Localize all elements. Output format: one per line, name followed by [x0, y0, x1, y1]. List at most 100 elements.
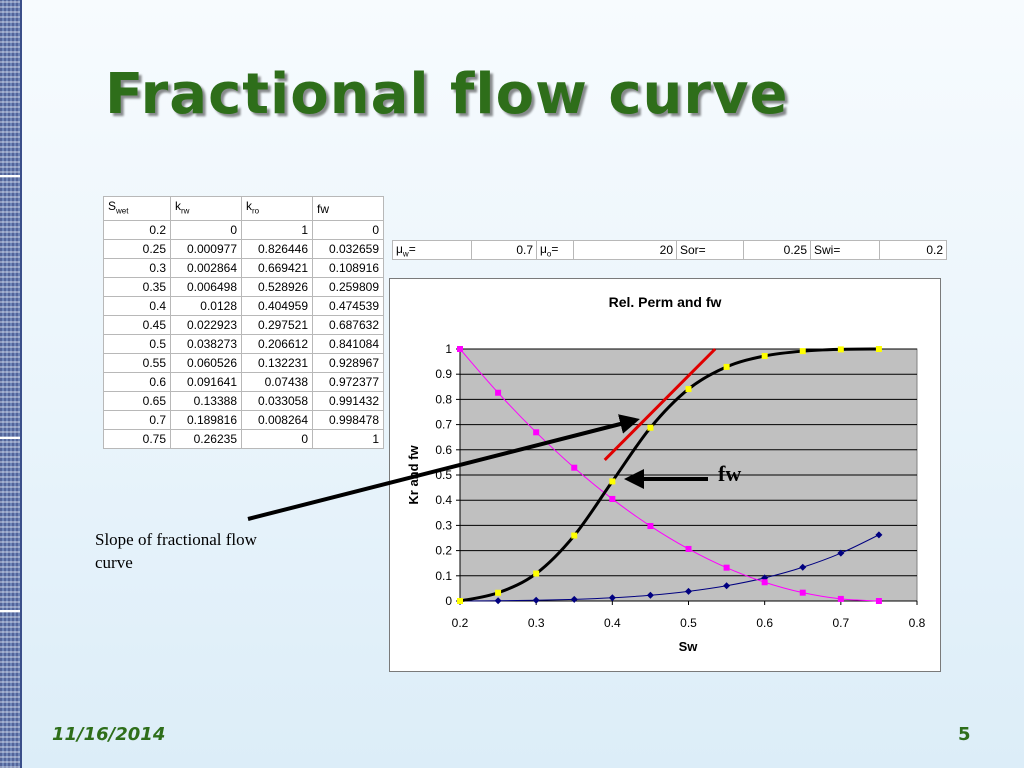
fw-point: [533, 570, 540, 577]
table-cell: 0.841084: [312, 334, 384, 355]
table-cell: 0.006498: [170, 277, 242, 298]
table-cell: 1: [312, 429, 384, 450]
table-cell: 0.033058: [241, 391, 313, 412]
table-cell: 0.45: [103, 315, 171, 336]
table-row: 0.4 0.0128 0.404959 0.474539: [103, 296, 384, 317]
slope-annotation: Slope of fractional flow curve: [95, 530, 257, 572]
table-row: 0.6 0.091641 0.07438 0.972377: [103, 372, 384, 393]
krw-point: [608, 594, 616, 602]
table-row: 0.45 0.022923 0.297521 0.687632: [103, 315, 384, 336]
table-row: 0.2 0 1 0: [103, 220, 384, 241]
kro-point: [647, 523, 654, 530]
table-cell: 0.206612: [241, 334, 313, 355]
table-cell: 0.091641: [170, 372, 242, 393]
mu-o-label: μo=: [536, 240, 574, 260]
kro-point: [457, 346, 463, 352]
chart-svg: Rel. Perm and fw Sw Kr and fw 0 0.1 0.2 0.3…: [406, 294, 926, 654]
swi-value: 0.2: [879, 240, 947, 260]
table-row: 0.3 0.002864 0.669421 0.108916: [103, 258, 384, 279]
parameter-table: μw= 0.7 μo= 20 Sor= 0.25 Swi= 0.2: [392, 240, 947, 260]
fw-point: [875, 346, 882, 352]
table-cell: 0.000977: [170, 239, 242, 260]
table-row: 0.7 0.189816 0.008264 0.998478: [103, 410, 384, 431]
sor-value: 0.25: [743, 240, 811, 260]
swi-label: Swi=: [810, 240, 880, 260]
krw-point: [723, 582, 731, 590]
table-cell: 0.474539: [312, 296, 384, 317]
table-header-cell: kro: [241, 195, 313, 222]
table-cell: 0.528926: [241, 277, 313, 298]
table-header-cell: krw: [170, 195, 242, 222]
table-cell: 0.7: [103, 410, 171, 431]
kro-point: [571, 464, 578, 471]
y-tick-label: 0.3: [435, 518, 452, 532]
kro-point: [799, 589, 806, 596]
fw-point: [495, 589, 502, 596]
table-cell: 0.132231: [241, 353, 313, 374]
table-cell: 0: [170, 220, 242, 241]
krw-point: [685, 587, 692, 595]
y-tick-label: 0.4: [435, 493, 452, 507]
table-cell: 0.008264: [241, 410, 313, 431]
slide-title: Fractional flow curve: [105, 62, 789, 127]
chart-container: Rel. Perm and fw Sw Kr and fw 0 0.1 0.2 0.3…: [389, 278, 941, 672]
y-tick-label: 0.1: [435, 569, 452, 583]
kro-point: [761, 579, 768, 586]
table-cell: 0.998478: [312, 410, 384, 431]
krw-point: [875, 531, 883, 539]
page-number: 5: [958, 724, 971, 745]
table-cell: 0.4: [103, 296, 171, 317]
table-cell: 0.108916: [312, 258, 384, 279]
parameter-row: μw= 0.7 μo= 20 Sor= 0.25 Swi= 0.2: [392, 240, 947, 260]
table-cell: 0.26235: [170, 429, 242, 450]
krw-point: [570, 595, 578, 603]
y-tick-label: 1: [445, 342, 452, 356]
table-header-cell: Swet: [103, 195, 171, 222]
fw-point: [723, 363, 730, 370]
table-cell: 0.032659: [312, 239, 384, 260]
y-tick-label: 0: [445, 594, 452, 608]
table-cell: 0.3: [103, 258, 171, 279]
kro-point: [685, 545, 692, 552]
table-cell: 0.687632: [312, 315, 384, 336]
slide-date: 11/16/2014: [52, 724, 166, 745]
fw-point: [571, 532, 578, 539]
kro-point: [533, 429, 540, 436]
y-tick-label: 0.8: [435, 392, 452, 406]
border-tick: [0, 610, 20, 612]
table-row: 0.55 0.060526 0.132231 0.928967: [103, 353, 384, 374]
fw-point: [837, 346, 844, 353]
table-cell: 0.07438: [241, 372, 313, 393]
table-cell: 0.55: [103, 353, 171, 374]
y-axis-label: Kr and fw: [406, 445, 421, 505]
y-tick-label: 0.7: [435, 418, 452, 432]
table-cell: 0.259809: [312, 277, 384, 298]
table-cell: 0.972377: [312, 372, 384, 393]
table-cell: 0.669421: [241, 258, 313, 279]
krw-point: [799, 563, 807, 571]
kro-point: [875, 598, 882, 604]
x-tick-label: 0.2: [452, 616, 469, 630]
border-tick: [0, 437, 20, 439]
x-axis-label: Sw: [679, 639, 699, 654]
table-cell: 0: [241, 429, 313, 450]
x-tick-label: 0.4: [604, 616, 621, 630]
x-tick-label: 0.6: [756, 616, 773, 630]
mu-w-value: 0.7: [471, 240, 537, 260]
left-border-line: [20, 0, 22, 768]
table-cell: 0.13388: [170, 391, 242, 412]
fw-point: [609, 478, 616, 485]
table-row: 0.35 0.006498 0.528926 0.259809: [103, 277, 384, 298]
table-body: 0.2 0 1 0 0.25 0.000977 0.826446 0.032659 0.3 0.0…: [103, 220, 384, 450]
x-tick-label: 0.8: [909, 616, 926, 630]
table-cell: 0.35: [103, 277, 171, 298]
table-cell: 0.5: [103, 334, 171, 355]
table-cell: 0.297521: [241, 315, 313, 336]
table-row: 0.5 0.038273 0.206612 0.841084: [103, 334, 384, 355]
x-tick-label: 0.7: [832, 616, 849, 630]
table-row: 0.75 0.26235 0 1: [103, 429, 384, 450]
table-header-row: Swet krw kro fw: [103, 195, 384, 222]
krw-point: [646, 591, 654, 599]
table-cell: 1: [241, 220, 313, 241]
kro-point: [837, 595, 844, 602]
